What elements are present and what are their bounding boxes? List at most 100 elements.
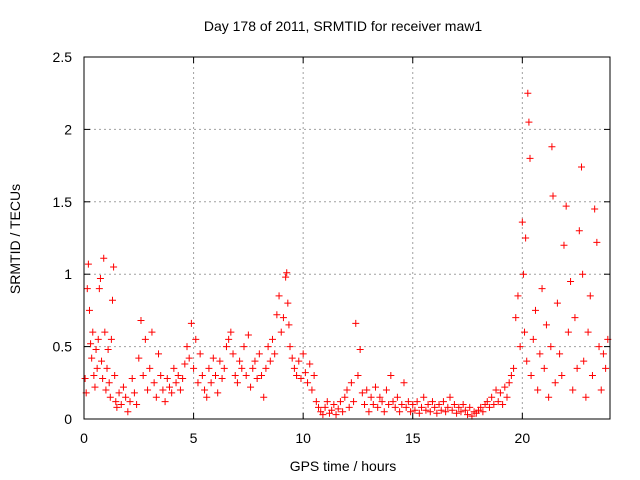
data-point xyxy=(229,350,237,358)
data-point xyxy=(437,406,445,414)
y-tick-label: 1 xyxy=(64,266,72,282)
data-point xyxy=(400,379,408,387)
data-point xyxy=(455,403,463,411)
y-tick-label: 2 xyxy=(64,121,72,137)
data-point xyxy=(525,118,533,126)
data-point xyxy=(488,393,496,401)
plot-frame xyxy=(83,56,611,420)
data-point xyxy=(244,331,252,339)
data-point xyxy=(179,374,187,382)
data-point xyxy=(107,335,115,343)
data-point xyxy=(382,386,390,394)
data-point xyxy=(203,393,211,401)
data-point xyxy=(439,398,447,406)
data-point xyxy=(536,350,544,358)
points-layer xyxy=(81,89,612,420)
data-point xyxy=(424,401,432,409)
data-point xyxy=(225,335,233,343)
data-point xyxy=(247,383,255,391)
data-point xyxy=(492,386,500,394)
data-point xyxy=(591,205,599,213)
data-point xyxy=(446,393,454,401)
data-point xyxy=(391,403,399,411)
data-point xyxy=(194,379,202,387)
data-point xyxy=(299,350,307,358)
data-point xyxy=(282,273,290,281)
data-point xyxy=(310,372,318,380)
data-point xyxy=(102,386,110,394)
data-point xyxy=(288,354,296,362)
data-point xyxy=(99,374,107,382)
data-point xyxy=(527,372,535,380)
data-point xyxy=(128,374,136,382)
data-point xyxy=(571,314,579,322)
data-point xyxy=(141,335,149,343)
data-point xyxy=(597,386,605,394)
data-point xyxy=(262,364,270,372)
data-point xyxy=(277,328,285,336)
data-point xyxy=(172,379,180,387)
data-point xyxy=(268,335,276,343)
data-point xyxy=(503,393,511,401)
data-point xyxy=(187,319,195,327)
data-point xyxy=(90,372,98,380)
data-point xyxy=(315,403,323,411)
data-point xyxy=(275,292,283,300)
x-tick-label: 5 xyxy=(190,430,198,446)
data-point xyxy=(133,401,141,409)
data-point xyxy=(413,398,421,406)
data-point xyxy=(220,364,228,372)
data-point xyxy=(308,386,316,394)
data-point xyxy=(94,335,102,343)
grid-layer xyxy=(84,57,610,419)
data-point xyxy=(207,379,215,387)
data-point xyxy=(336,398,344,406)
data-point xyxy=(332,411,340,419)
data-point xyxy=(385,401,393,409)
data-point xyxy=(168,389,176,397)
data-point xyxy=(209,354,217,362)
data-point xyxy=(347,379,355,387)
data-point xyxy=(411,406,419,414)
data-point xyxy=(260,393,268,401)
data-point xyxy=(233,379,241,387)
data-point xyxy=(547,343,555,351)
data-point xyxy=(319,411,327,419)
data-point xyxy=(304,379,312,387)
data-point xyxy=(159,386,167,394)
data-point xyxy=(150,379,158,387)
data-point xyxy=(174,372,182,380)
data-point xyxy=(330,401,338,409)
data-point xyxy=(551,379,559,387)
data-point xyxy=(350,398,358,406)
y-tick-label: 1.5 xyxy=(53,194,73,210)
data-point xyxy=(435,401,443,409)
data-point xyxy=(516,343,524,351)
data-point xyxy=(83,285,91,293)
data-point xyxy=(558,372,566,380)
data-point xyxy=(85,306,93,314)
data-point xyxy=(155,350,163,358)
data-point xyxy=(365,408,373,416)
data-point xyxy=(371,383,379,391)
data-point xyxy=(130,389,138,397)
data-point xyxy=(110,263,118,271)
data-point xyxy=(100,254,108,262)
data-point xyxy=(409,401,417,409)
data-point xyxy=(457,408,465,416)
data-point xyxy=(426,408,434,416)
data-point xyxy=(297,374,305,382)
data-point xyxy=(393,393,401,401)
data-point xyxy=(312,398,320,406)
data-point xyxy=(514,292,522,300)
data-point xyxy=(580,357,588,365)
data-point xyxy=(521,328,529,336)
data-point xyxy=(569,386,577,394)
y-axis-label: SRMTID / TECUs xyxy=(7,184,23,294)
data-point xyxy=(334,405,342,413)
data-point xyxy=(420,393,428,401)
data-point xyxy=(92,345,100,353)
data-point xyxy=(407,408,415,416)
data-point xyxy=(124,408,132,416)
